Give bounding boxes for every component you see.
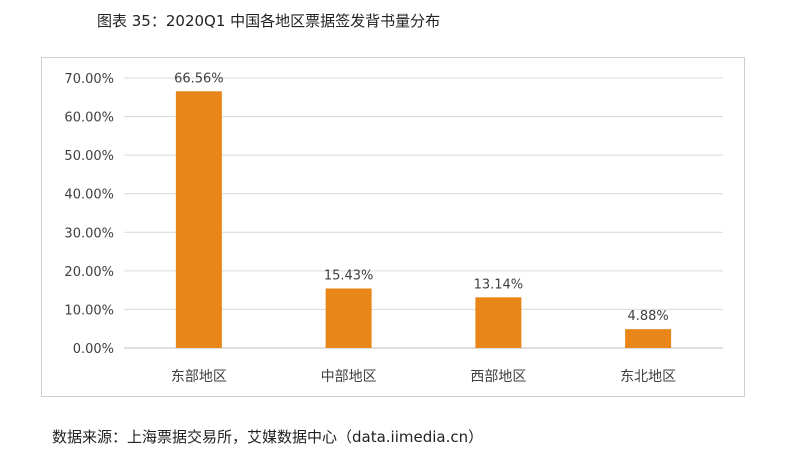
y-tick-label: 70.00% bbox=[64, 72, 114, 87]
source-note: 数据来源：上海票据交易所，艾媒数据中心（data.iimedia.cn） bbox=[52, 428, 484, 446]
x-tick-label: 东部地区 bbox=[171, 369, 227, 385]
y-tick-label: 60.00% bbox=[64, 111, 114, 126]
x-tick-label: 西部地区 bbox=[470, 369, 526, 385]
y-tick-label: 30.00% bbox=[64, 226, 114, 241]
x-tick-label: 东北地区 bbox=[620, 369, 676, 385]
y-tick-label: 50.00% bbox=[64, 149, 114, 164]
data-label: 15.43% bbox=[324, 268, 374, 283]
y-tick-label: 40.00% bbox=[64, 188, 114, 203]
bar-chart: 0.00% 10.00% 20.00% 30.00% 40.00% 50.00% 60.00… bbox=[64, 71, 723, 385]
data-label: 4.88% bbox=[627, 309, 668, 324]
bar bbox=[625, 329, 672, 348]
data-label: 13.14% bbox=[474, 277, 524, 292]
chart-frame: 0.00% 10.00% 20.00% 30.00% 40.00% 50.00% 60.00… bbox=[41, 57, 745, 397]
y-tick-label: 10.00% bbox=[64, 303, 114, 318]
bar bbox=[475, 297, 522, 348]
y-tick-label: 0.00% bbox=[73, 342, 114, 357]
bar bbox=[175, 91, 222, 349]
bar bbox=[325, 288, 372, 348]
figure-title: 图表 35：2020Q1 中国各地区票据签发背书量分布 bbox=[97, 12, 441, 30]
x-tick-label: 中部地区 bbox=[321, 369, 377, 385]
y-tick-label: 20.00% bbox=[64, 265, 114, 280]
data-label: 66.56% bbox=[174, 71, 224, 86]
